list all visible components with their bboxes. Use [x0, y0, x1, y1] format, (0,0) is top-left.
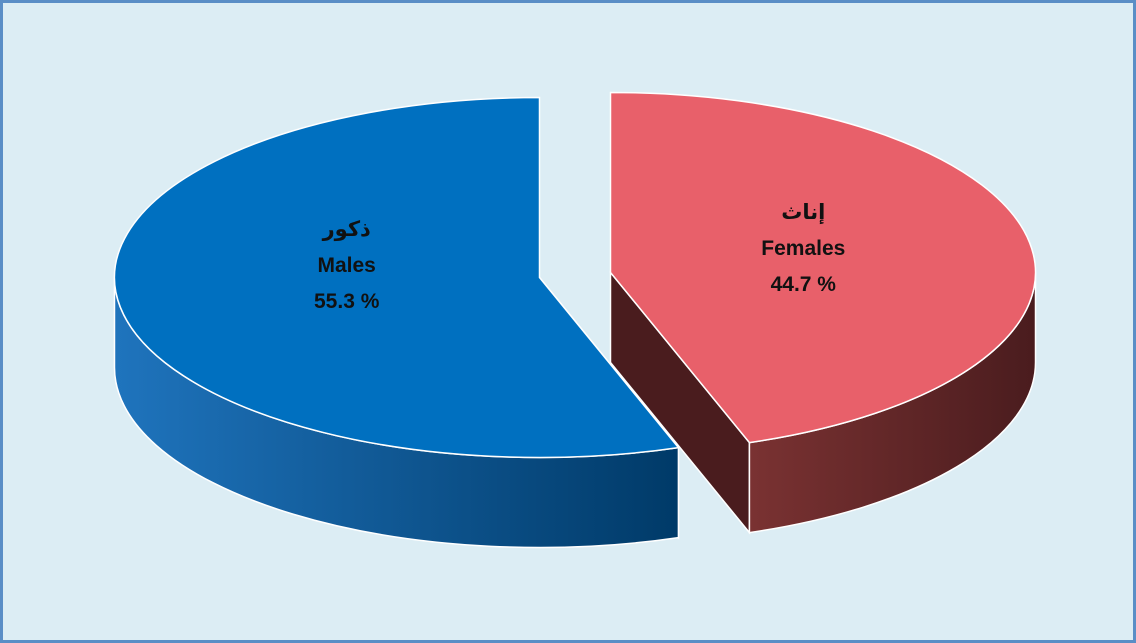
slice-label-arabic: ذكور	[322, 218, 371, 241]
pie-slice	[113, 96, 680, 459]
slice-label: Females	[761, 237, 845, 260]
pie-slice	[609, 91, 1037, 444]
slice-value-label: 44.7 %	[771, 273, 837, 296]
slice-label: Males	[318, 254, 376, 277]
slice-label-arabic: إناث	[781, 201, 825, 224]
slice-value-label: 55.3 %	[314, 290, 380, 313]
